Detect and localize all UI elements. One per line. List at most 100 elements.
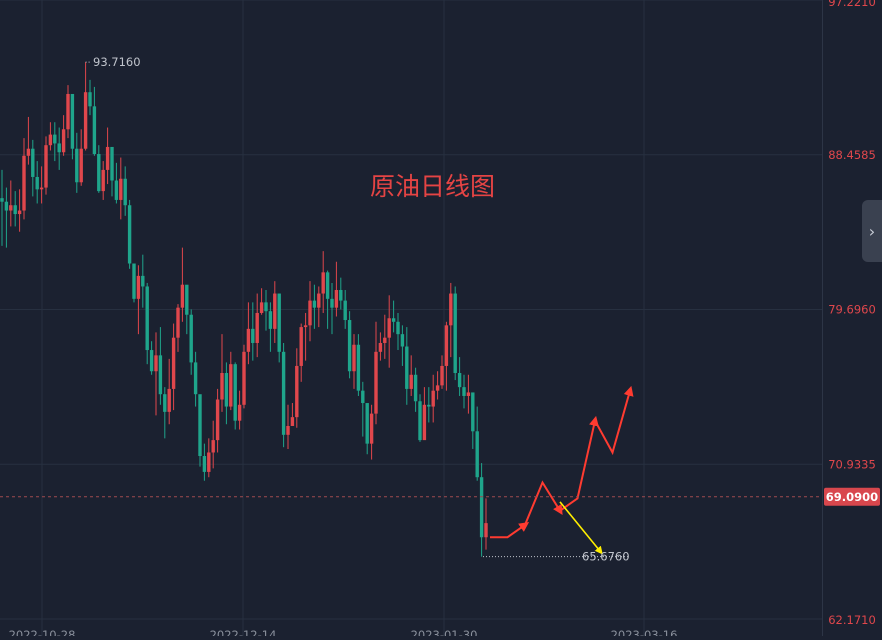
- candle-body: [220, 373, 224, 400]
- candle-body: [378, 342, 383, 352]
- y-axis: 97.2210 88.4585 79.6960 70.9335 62.1710: [828, 0, 876, 627]
- candle-body: [207, 452, 211, 472]
- candle-body: [110, 146, 114, 181]
- candle-body: [457, 373, 462, 388]
- candle-body: [246, 328, 251, 352]
- candle-body: [163, 394, 167, 412]
- candle-body: [158, 355, 163, 395]
- candle-body: [396, 321, 400, 335]
- candle-body: [145, 286, 149, 351]
- candle-body: [449, 293, 453, 326]
- candle-body: [26, 148, 31, 156]
- candle-body: [277, 293, 281, 352]
- candle-body: [475, 431, 479, 478]
- candle-body: [198, 394, 202, 457]
- candle-body: [268, 311, 273, 329]
- candle-body: [242, 351, 246, 405]
- candle-body: [440, 365, 444, 386]
- candle-body: [347, 320, 352, 372]
- candle-body: [229, 364, 233, 407]
- candle-body: [97, 154, 101, 192]
- candle-body: [453, 293, 457, 374]
- y-tick-label: 62.1710: [828, 613, 876, 627]
- candle-body: [17, 210, 22, 215]
- candle-body: [22, 155, 26, 211]
- candle-body: [466, 392, 471, 396]
- current-price-tag: 69.0900: [824, 487, 880, 506]
- candle-body: [387, 318, 391, 338]
- candle-body: [193, 362, 198, 395]
- candle-body: [251, 328, 255, 343]
- candle-body: [4, 201, 9, 211]
- candle-body: [356, 344, 361, 391]
- candle-body: [303, 325, 308, 328]
- candle-body: [374, 351, 378, 414]
- candle-body: [88, 92, 92, 107]
- candle-body: [215, 399, 220, 441]
- candle-body: [180, 284, 185, 308]
- candle-body: [185, 284, 189, 315]
- candle-body: [202, 456, 207, 472]
- candle-body: [149, 350, 154, 372]
- candle-body: [312, 300, 317, 308]
- x-tick-label: 2022-12-14: [210, 628, 277, 636]
- candle-body: [92, 106, 97, 155]
- chevron-right-icon[interactable]: ›: [862, 200, 882, 262]
- x-axis: 2022-10-28 2022-12-14 2023-01-30 2023-03-16: [9, 628, 678, 640]
- candle-body: [66, 93, 70, 130]
- candle-body: [264, 302, 268, 312]
- candle-body: [233, 364, 237, 421]
- candle-body: [471, 392, 475, 432]
- candle-body: [79, 148, 83, 183]
- candle-body: [343, 300, 347, 321]
- candle-body: [321, 272, 325, 294]
- candle-body: [83, 92, 88, 149]
- candle-body: [39, 187, 44, 190]
- candle-body: [435, 385, 440, 391]
- candle-body: [422, 404, 427, 441]
- chart-title: 原油日线图: [370, 172, 495, 201]
- candle-body: [431, 390, 435, 407]
- candle-body: [462, 387, 466, 396]
- candle-body: [409, 374, 413, 389]
- candle-body: [9, 205, 13, 211]
- forecast-up-arrow: [594, 385, 634, 456]
- candle-body: [383, 337, 387, 343]
- candle-body: [273, 293, 277, 329]
- candle-body: [286, 425, 290, 435]
- candle-body: [44, 145, 48, 188]
- forecast-up-arrow: [559, 415, 599, 512]
- forecast-down-arrow: [559, 501, 603, 555]
- candle-body: [299, 327, 303, 366]
- x-tick-label: 2023-01-30: [411, 628, 478, 636]
- x-tick-label: 2023-03-16: [611, 628, 678, 636]
- low-annotation: 65.6760: [582, 550, 630, 564]
- x-tick-label: 2022-10-28: [9, 628, 76, 636]
- candle-body: [132, 263, 136, 299]
- candle-body: [259, 302, 264, 313]
- candle-body: [427, 404, 431, 407]
- candle-body: [13, 205, 17, 215]
- candle-body: [361, 390, 365, 404]
- candle-body: [0, 198, 4, 202]
- candle-body: [171, 337, 176, 389]
- candle-body: [281, 351, 286, 435]
- candle-body: [61, 129, 66, 153]
- forecast-up-arrow: [524, 480, 563, 526]
- forecast-up-arrow: [490, 522, 530, 539]
- forecast-arrows: [490, 385, 634, 555]
- candle-body: [167, 388, 171, 412]
- candle-body: [141, 275, 145, 287]
- candle-body: [339, 290, 343, 301]
- candle-body: [405, 346, 409, 389]
- candle-body: [114, 180, 119, 200]
- candle-body: [418, 401, 422, 441]
- candle-body: [154, 355, 158, 372]
- candle-body: [295, 365, 299, 418]
- candle-body: [413, 374, 418, 402]
- candle-body: [334, 290, 339, 308]
- candle-body: [127, 205, 132, 264]
- candle-body: [237, 404, 242, 421]
- y-tick-label: 88.4585: [828, 148, 876, 162]
